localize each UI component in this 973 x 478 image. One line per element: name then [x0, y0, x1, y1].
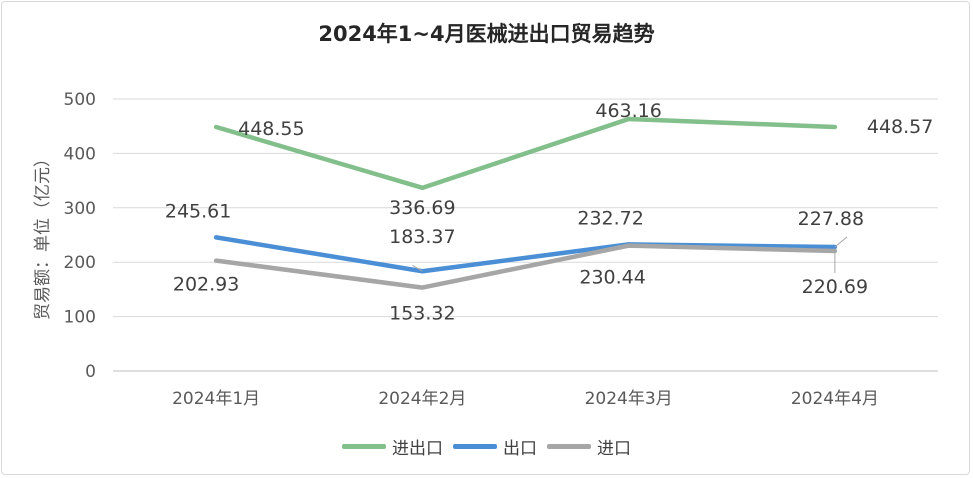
data-label: 336.69 [389, 197, 455, 219]
data-label: 232.72 [577, 207, 643, 229]
y-tick-label-500: 500 [64, 90, 96, 110]
legend-swatch-total [342, 444, 386, 449]
legend-label-export: 出口 [503, 439, 537, 459]
data-label: 227.88 [798, 208, 864, 230]
legend-item-import[interactable]: 进口 [547, 434, 631, 459]
series-line-import [213, 243, 838, 290]
legend-label-import: 进口 [597, 439, 631, 459]
data-label: 448.55 [238, 118, 304, 140]
x-tick-label: 2024年3月 [585, 389, 673, 409]
y-tick-label-300: 300 [64, 199, 96, 219]
chart-legend: 进出口 出口 进口 [0, 434, 973, 459]
chart-title: 2024年1~4月医械进出口贸易趋势 [318, 22, 655, 46]
data-label: 463.16 [595, 100, 661, 122]
y-axis-label: 贸易额：单位（亿元） [33, 150, 53, 320]
data-label: 202.93 [173, 274, 239, 296]
series-line-total [213, 116, 838, 191]
leader-line [834, 236, 848, 248]
x-tick-label: 2024年4月 [791, 389, 879, 409]
series-line-export [213, 235, 838, 274]
y-tick-label-0: 0 [85, 362, 96, 382]
legend-item-export[interactable]: 出口 [453, 434, 537, 459]
leader-line [412, 264, 423, 272]
data-label: 183.37 [389, 226, 455, 248]
data-label: 153.32 [389, 303, 455, 325]
data-label: 245.61 [165, 200, 231, 222]
data-label: 230.44 [579, 267, 645, 289]
y-tick-label-200: 200 [64, 253, 96, 273]
x-tick-label: 2024年2月 [378, 389, 466, 409]
data-label: 448.57 [867, 116, 933, 138]
data-label: 220.69 [802, 276, 868, 298]
legend-label-total: 进出口 [392, 439, 443, 459]
legend-item-total[interactable]: 进出口 [342, 434, 443, 459]
x-tick-label: 2024年1月 [172, 389, 260, 409]
y-tick-label-400: 400 [64, 144, 96, 164]
y-tick-label-100: 100 [64, 308, 96, 328]
legend-swatch-import [547, 444, 591, 449]
legend-swatch-export [453, 444, 497, 449]
